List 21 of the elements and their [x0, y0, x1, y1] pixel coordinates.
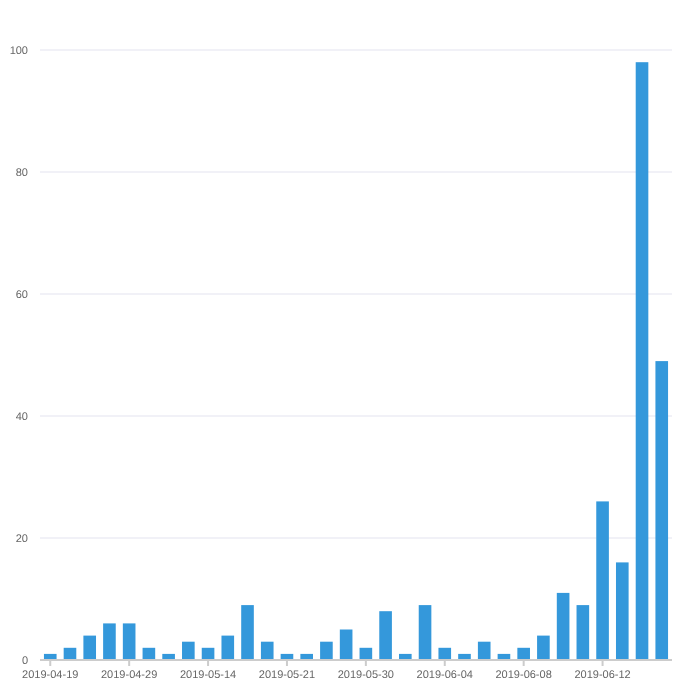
bar — [537, 635, 550, 660]
bar — [260, 641, 274, 660]
bar — [221, 635, 235, 660]
bar — [517, 647, 530, 660]
bar — [241, 605, 254, 660]
bar — [596, 501, 609, 660]
bar — [122, 623, 136, 660]
bar — [635, 62, 649, 660]
bar — [615, 562, 629, 660]
bar — [182, 641, 195, 660]
bar — [576, 605, 590, 660]
bar — [103, 623, 116, 660]
bar — [556, 592, 570, 660]
bar — [379, 611, 392, 660]
bar — [438, 647, 452, 660]
bar — [477, 641, 491, 660]
bar — [83, 635, 97, 660]
bar — [320, 641, 333, 660]
bar — [655, 361, 669, 660]
bar — [339, 629, 353, 660]
bar — [418, 605, 432, 660]
